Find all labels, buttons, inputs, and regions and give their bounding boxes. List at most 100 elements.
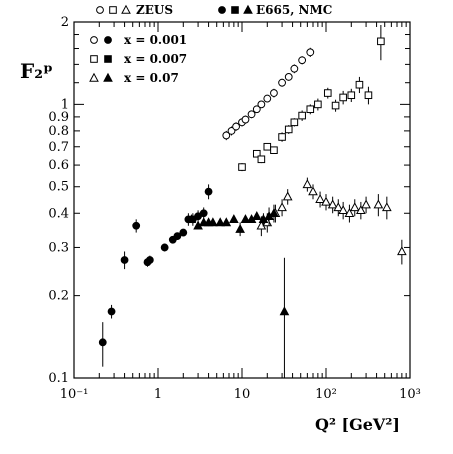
legend-header-filled-circle (218, 6, 226, 14)
circle-marker (145, 256, 154, 264)
legend-header-e665-nmc: E665, NMC (256, 3, 332, 17)
triangle-marker (269, 208, 279, 217)
square-marker (290, 118, 299, 127)
legend-header-zeus: ZEUS (136, 3, 173, 17)
legend-header-open-square (109, 6, 117, 14)
y-tick-label: 1 (61, 97, 69, 112)
series-3 (98, 184, 213, 367)
triangle-marker (321, 196, 331, 206)
legend-triangle-open (89, 72, 99, 82)
triangle-marker (279, 306, 290, 316)
circle-marker (278, 78, 286, 87)
square-marker (238, 163, 246, 171)
circle-marker (270, 89, 278, 97)
square-marker (355, 80, 364, 89)
triangle-marker (333, 202, 344, 212)
legend-circle-open (90, 36, 98, 44)
square-marker (377, 37, 385, 46)
triangle-marker (327, 199, 338, 209)
x-tick-label: 1 (154, 387, 162, 402)
triangle-marker (186, 214, 197, 224)
y-tick-label: 0.2 (48, 289, 69, 304)
square-marker (306, 105, 315, 114)
triangle-marker (308, 186, 318, 196)
y-tick-label: 0.4 (48, 206, 69, 221)
x-tick-label: 10³ (399, 387, 421, 402)
circle-marker (257, 100, 266, 109)
y-axis-label: F₂ᵖ (20, 59, 53, 83)
legend-header-filled-triangle (243, 4, 253, 14)
triangle-marker (361, 199, 371, 209)
series-1 (238, 25, 385, 172)
triangle-marker (215, 217, 226, 227)
circle-marker (120, 256, 129, 264)
triangle-marker (397, 246, 407, 256)
legend-square-open (90, 55, 98, 63)
circle-marker (247, 110, 256, 119)
triangle-marker (349, 202, 360, 212)
circle-marker (107, 307, 116, 316)
legend-label: x = 0.007 (124, 52, 187, 66)
y-tick-label: 0.5 (48, 180, 69, 195)
triangle-marker (221, 217, 232, 227)
x-axis-label: Q² [GeV²] (315, 415, 400, 434)
legend-triangle-filled (103, 72, 113, 82)
y-tick-label: 0.9 (48, 110, 69, 125)
circle-marker (284, 73, 293, 81)
triangle-marker (282, 191, 293, 201)
triangle-marker (229, 214, 239, 224)
y-tick-label: 0.8 (48, 124, 69, 139)
circle-marker (173, 232, 182, 241)
triangle-marker (208, 217, 218, 227)
legend-header-open-triangle (121, 4, 131, 14)
square-marker (263, 142, 272, 151)
circle-marker (98, 338, 107, 347)
square-marker (347, 91, 356, 100)
circle-marker (160, 243, 169, 252)
x-tick-label: 10⁻¹ (60, 387, 89, 402)
circle-marker (227, 126, 236, 135)
square-marker (339, 93, 347, 102)
circle-marker (199, 209, 208, 218)
triangle-marker (315, 194, 325, 203)
circle-marker (204, 187, 213, 196)
y-tick-label: 0.1 (48, 371, 69, 386)
square-marker (323, 89, 332, 97)
triangle-marker (302, 179, 313, 189)
legend-square-filled (104, 55, 112, 63)
triangle-marker (344, 208, 355, 217)
x-tick-label: 10² (315, 387, 337, 402)
series-2 (256, 177, 407, 265)
triangle-marker (235, 223, 245, 233)
square-marker (252, 149, 261, 158)
y-tick-label: 2 (61, 15, 69, 30)
square-marker (257, 155, 266, 164)
circle-marker (222, 131, 231, 140)
square-marker (314, 100, 322, 109)
y-tick-label: 0.7 (48, 140, 69, 155)
triangle-marker (373, 199, 384, 209)
legend-header-open-circle (96, 6, 104, 14)
circle-marker (263, 94, 272, 103)
series-4 (186, 204, 290, 378)
square-marker (270, 146, 278, 155)
y-tick-label: 0.3 (48, 240, 69, 255)
y-tick-label: 0.6 (48, 158, 69, 173)
circle-marker (241, 115, 250, 124)
triangle-marker (277, 202, 287, 212)
circle-marker (179, 228, 188, 237)
circle-marker (132, 221, 141, 230)
triangle-marker (338, 205, 348, 215)
square-marker (331, 101, 340, 110)
square-marker (364, 91, 373, 100)
circle-marker (232, 122, 240, 131)
series-0 (222, 47, 315, 141)
circle-marker (298, 56, 307, 65)
square-marker (278, 133, 286, 141)
legend-label: x = 0.001 (124, 33, 187, 47)
square-marker (298, 111, 306, 120)
square-marker (284, 125, 293, 134)
triangle-marker (251, 211, 262, 220)
triangle-marker (240, 214, 251, 224)
